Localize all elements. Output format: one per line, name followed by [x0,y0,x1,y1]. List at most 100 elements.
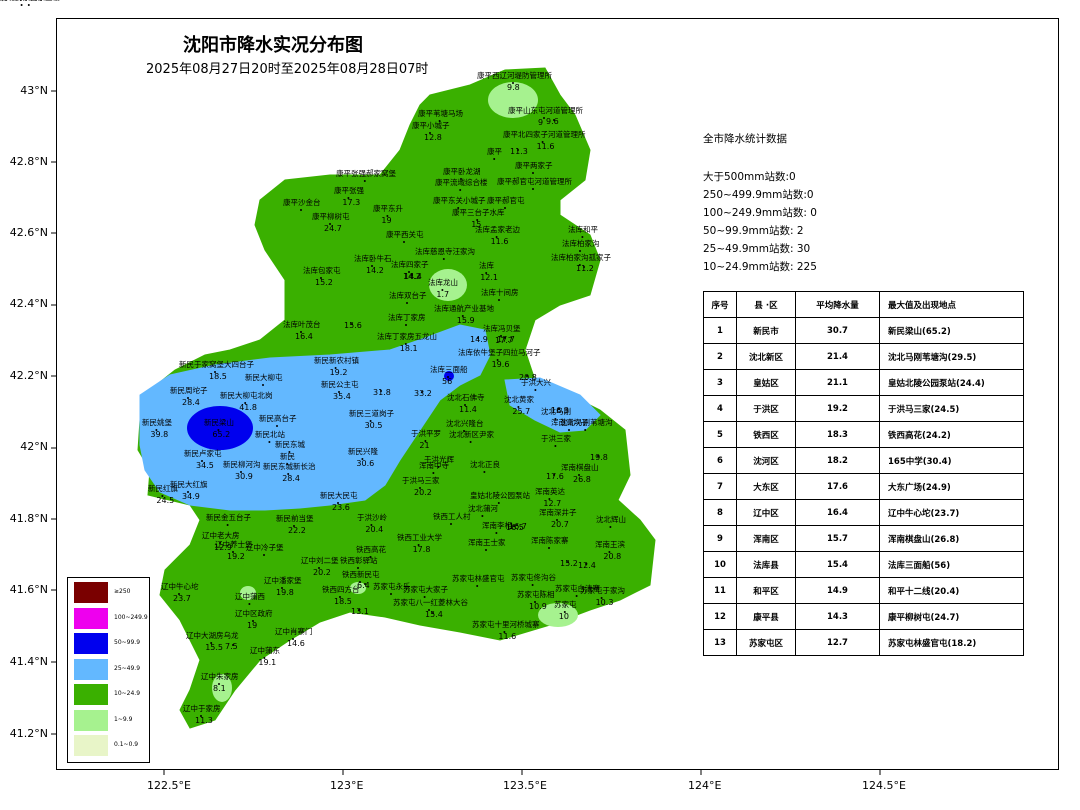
legend-swatch [74,684,108,705]
station-dot [288,451,291,453]
station-name: 辽中大湖房乌龙 [186,630,239,640]
station-name: 法库柏家沟孤家子 [551,252,611,262]
station-dot [187,491,189,493]
station: 法库四家子 14.2 [391,259,429,281]
station-dot [463,430,465,432]
station-name: 沈北新区尹家 [449,429,494,439]
station-dot [513,525,515,527]
station-dot [358,609,360,611]
cell-max: 铁西高花(24.2) [879,421,1024,448]
station: 康平卧龙湖 [443,166,481,180]
station-dot [403,241,405,243]
station: 15.2 [560,559,578,568]
cell-average: 14.9 [795,577,880,604]
station-name: 苏家屯林盛官屯 [452,573,505,583]
station-value: 28.4 [282,474,300,483]
station: 新民高台子 [259,413,297,427]
cell-average: 18.3 [795,421,880,448]
station: 辽中蒲西 [235,591,265,605]
station-name: 康平沙金台 [283,197,321,207]
station-name: 法库卧牛石 [354,253,392,263]
station: 15.4 [425,610,443,619]
lat-tick-42-4: 42.4°N [9,297,48,310]
station-value: 11.3 [510,147,528,156]
station-dot [469,441,472,443]
station-dot [432,472,435,474]
cell-max: 沈北马刚苇塘沟(29.5) [879,343,1024,370]
station-dot [281,587,283,589]
station-dot [476,219,479,221]
cell-max: 于洪马三家(24.5) [879,395,1024,422]
cell-index: 5 [703,421,737,448]
legend-label: 1~9.9 [114,715,133,723]
station-name: 新民东城 [275,439,305,449]
station-name: 苏家屯八一红菱林大谷 [393,597,468,607]
station-dot [531,584,534,586]
station-name: 康平张强 [334,185,364,195]
cell-district: 浑南区 [736,525,796,552]
station-name: 铁西彰驿站 [340,555,378,565]
table-row: 5 铁西区 18.3 铁西高花(24.2) [703,421,1024,448]
station: 6.4 [357,581,370,590]
cell-max: 法库三面船(56) [879,551,1024,578]
station-value: 19 [247,621,257,630]
station: 33.2 [414,389,432,398]
station-dot [554,445,557,447]
station-name: 法库叶茂台 [283,319,321,329]
station-value: 11.4 [459,405,477,414]
station-name: 辽中刘二堡 [301,555,339,565]
cell-average: 12.7 [795,629,880,656]
station-dot [548,547,550,549]
station-name: 沈北马刚苇塘沟 [560,417,613,427]
station-dot [292,638,294,640]
station-value: 9 [538,118,543,127]
legend-swatch [74,633,108,654]
station-dot [226,524,229,526]
station-dot [338,391,340,393]
station: 沈北黄家 25.7 [504,394,534,416]
station-name: 铁西工人村 [433,511,471,521]
station: 新民卢家屯 34.5 [184,448,222,470]
station: 辽中区政府 19 [235,608,273,630]
station: 浑南高坎子 [551,417,589,431]
station: 辽中蒲东 19.1 [250,645,280,667]
station-value: 34.5 [196,461,214,470]
station-value: 11.6 [491,237,509,246]
station-dot [585,563,587,565]
station: 康平张强 17.3 [334,185,364,207]
station-dot [461,315,464,317]
station: 20.8 [519,373,537,382]
station: 沈北马刚苇塘沟 [560,417,613,431]
station-name: 新民大柳屯 [245,372,283,382]
station-dot [300,209,302,211]
station: 康平西关屯 [386,229,424,243]
station-name: 辽中潘家堡 [264,575,302,585]
station-name: 浑南李相 [482,520,512,530]
cell-index: 6 [703,447,737,474]
cell-index: 7 [703,473,737,500]
axis-ticks [51,90,881,775]
station: 于洪光辉 [424,454,454,468]
station: 于洪三家 [541,433,571,447]
station-name: 康平卧龙湖 [443,166,481,176]
station: 9.6 [546,117,559,126]
cell-max: 苏家屯林盛官屯(18.2) [879,629,1024,656]
station-dot [371,265,373,267]
station-value: 24.5 [156,496,174,505]
station-dot [460,178,462,180]
station: 苏家屯大家子 [403,584,448,598]
station-value: 6.4 [357,581,370,590]
table-row: 11 和平区 14.9 和平十二线(20.4) [703,577,1024,604]
station-value: 12.8 [424,133,442,142]
station-dot [390,593,392,595]
station-name: 于洪平罗 [411,428,441,438]
cell-max: 新民梁山(65.2) [879,317,1024,344]
station-dot [548,498,551,500]
station-dot [584,429,587,431]
station-name: 康平张强郝家窝堡 [336,168,396,178]
station-name: 浑南中寺 [419,460,449,470]
station-name: 铁西四方台 [322,584,360,594]
station-name: 苏家屯佟沟谷 [511,572,556,582]
cell-average: 19.2 [795,395,880,422]
